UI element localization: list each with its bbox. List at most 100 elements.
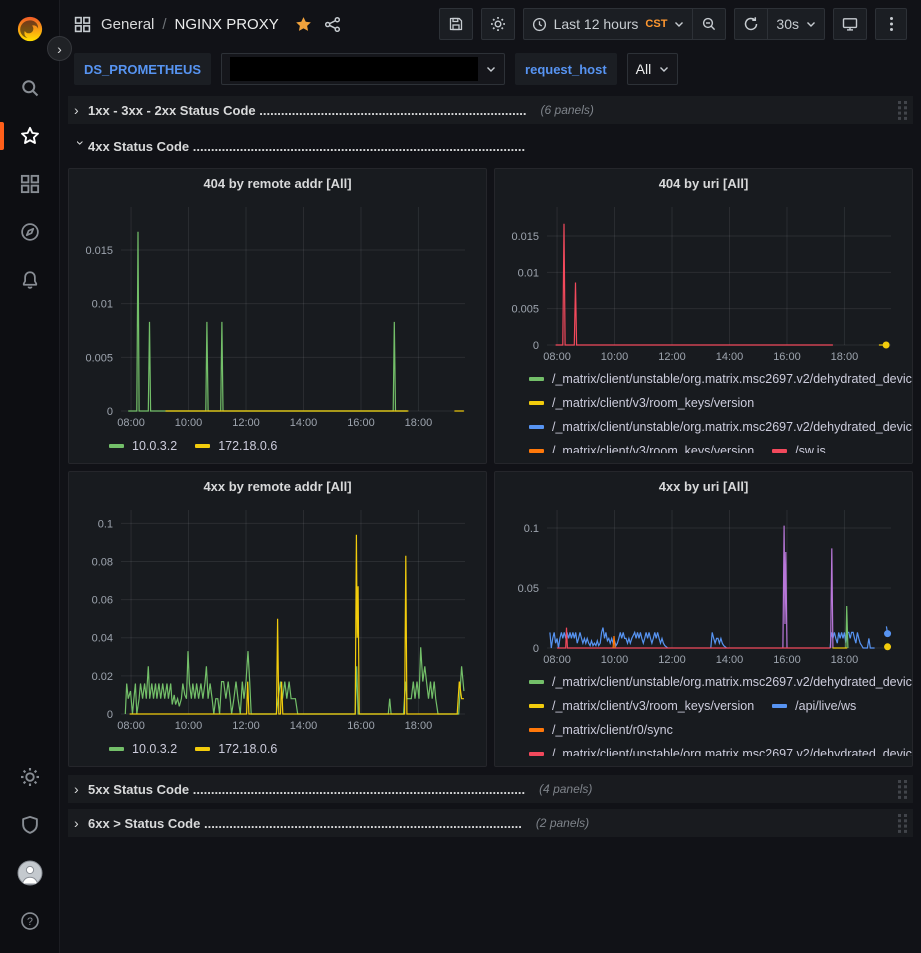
redacted-value xyxy=(230,57,478,81)
svg-text:12:00: 12:00 xyxy=(658,351,686,363)
row-5xx[interactable]: › 5xx Status Code ......................… xyxy=(68,775,913,803)
svg-text:0: 0 xyxy=(106,406,112,418)
legend-item[interactable]: /_matrix/client/unstable/org.matrix.msc2… xyxy=(529,367,912,391)
gear-icon xyxy=(490,16,506,32)
panel-title[interactable]: 404 by uri [All] xyxy=(495,169,912,197)
header-toolbar: Last 12 hours CST xyxy=(439,8,907,40)
request-host-value: All xyxy=(636,61,652,77)
legend-item[interactable]: /_matrix/client/v3/room_keys/version xyxy=(529,391,754,415)
kebab-menu-icon xyxy=(889,16,894,32)
row-panel-count: (6 panels) xyxy=(541,103,594,117)
sidebar-item-help[interactable]: ? xyxy=(0,897,60,945)
dashboard-header: General / NGINX PROXY xyxy=(60,0,921,48)
sidebar-item-server-admin[interactable] xyxy=(0,801,60,849)
breadcrumb-section[interactable]: General xyxy=(101,16,154,33)
variable-value-request-host[interactable]: All xyxy=(627,53,679,85)
svg-text:0.015: 0.015 xyxy=(85,245,113,257)
svg-text:?: ? xyxy=(27,916,33,928)
refresh-button[interactable] xyxy=(734,8,767,40)
sidebar-item-starred[interactable] xyxy=(0,112,60,160)
legend-label: /sw.js xyxy=(795,444,826,453)
legend-swatch xyxy=(195,444,210,448)
variable-label-ds-prometheus[interactable]: DS_PROMETHEUS xyxy=(74,53,211,85)
chevron-down-icon xyxy=(486,65,496,73)
row-drag-handle[interactable] xyxy=(898,101,907,120)
more-options-button[interactable] xyxy=(875,8,907,40)
legend-item[interactable]: /sw.js xyxy=(772,439,826,453)
sidebar-item-search[interactable] xyxy=(0,64,60,112)
variables-bar: DS_PROMETHEUS request_host All xyxy=(60,48,921,90)
legend-swatch xyxy=(529,704,544,708)
svg-text:0.01: 0.01 xyxy=(517,267,538,279)
legend-item[interactable]: /api/live/ws xyxy=(772,694,856,718)
sidebar-item-profile[interactable] xyxy=(0,849,60,897)
svg-text:08:00: 08:00 xyxy=(543,351,571,363)
variable-value-ds-prometheus[interactable] xyxy=(221,53,505,85)
row-1xx-3xx-2xx[interactable]: › 1xx - 3xx - 2xx Status Code ..........… xyxy=(68,96,913,124)
panel-title[interactable]: 404 by remote addr [All] xyxy=(69,169,486,197)
legend-item[interactable]: /_matrix/client/v3/room_keys/version xyxy=(529,439,754,453)
svg-text:18:00: 18:00 xyxy=(404,720,432,732)
sidebar-item-configuration[interactable] xyxy=(0,753,60,801)
variable-label-request-host[interactable]: request_host xyxy=(515,53,617,85)
sidebar-item-dashboards[interactable] xyxy=(0,160,60,208)
sidebar-item-explore[interactable] xyxy=(0,208,60,256)
legend-item[interactable]: /_matrix/client/unstable/org.matrix.msc2… xyxy=(529,742,912,756)
tv-mode-button[interactable] xyxy=(833,8,867,40)
bell-icon xyxy=(20,270,40,290)
chevron-down-icon xyxy=(659,65,669,73)
legend-item[interactable]: 172.18.0.6 xyxy=(195,737,277,761)
favorite-star-icon[interactable] xyxy=(295,16,312,33)
svg-text:14:00: 14:00 xyxy=(715,654,743,666)
dashboards-grid-icon xyxy=(20,174,40,194)
main-area: General / NGINX PROXY xyxy=(60,0,921,953)
refresh-interval-picker[interactable]: 30s xyxy=(767,8,825,40)
legend-item[interactable]: 172.18.0.6 xyxy=(195,434,277,458)
sidebar-expand-button[interactable]: › xyxy=(47,36,72,61)
legend-item[interactable]: 10.0.3.2 xyxy=(109,737,177,761)
refresh-interval-label: 30s xyxy=(776,16,799,32)
row-chevron-icon: › xyxy=(73,141,89,155)
svg-text:16:00: 16:00 xyxy=(773,351,801,363)
legend-label: 10.0.3.2 xyxy=(132,439,177,453)
dashboard-title[interactable]: NGINX PROXY xyxy=(175,16,279,33)
clock-icon xyxy=(532,17,547,32)
timezone-label: CST xyxy=(645,18,667,30)
timeseries-chart[interactable]: 08:0010:0012:0014:0016:0018:0000.0050.01… xyxy=(77,197,479,431)
legend-item[interactable]: /_matrix/client/unstable/org.matrix.msc2… xyxy=(529,670,912,694)
svg-text:16:00: 16:00 xyxy=(773,654,801,666)
row-drag-handle[interactable] xyxy=(898,780,907,799)
grafana-logo[interactable] xyxy=(13,12,47,46)
timeseries-chart[interactable]: 08:0010:0012:0014:0016:0018:0000.020.040… xyxy=(77,500,479,734)
panel-legend: 10.0.3.2 172.18.0.6 xyxy=(69,431,486,459)
legend-item[interactable]: /_matrix/client/v3/room_keys/version xyxy=(529,694,754,718)
legend-swatch xyxy=(529,425,544,429)
timeseries-chart[interactable]: 08:0010:0012:0014:0016:0018:0000.050.1 xyxy=(503,500,905,668)
row-4xx[interactable]: › 4xx Status Code ......................… xyxy=(68,132,913,160)
panel-title[interactable]: 4xx by uri [All] xyxy=(495,472,912,500)
dashboard-settings-button[interactable] xyxy=(481,8,515,40)
sidebar-item-alerting[interactable] xyxy=(0,256,60,304)
share-icon[interactable] xyxy=(324,16,341,33)
save-dashboard-button[interactable] xyxy=(439,8,473,40)
legend-label: /_matrix/client/unstable/org.matrix.msc2… xyxy=(552,372,912,386)
legend-label: /_matrix/client/v3/room_keys/version xyxy=(552,396,754,410)
legend-label: /api/live/ws xyxy=(795,699,856,713)
time-range-picker[interactable]: Last 12 hours CST xyxy=(523,8,693,40)
svg-text:0.02: 0.02 xyxy=(91,671,112,683)
svg-text:0.01: 0.01 xyxy=(91,299,112,311)
avatar xyxy=(17,860,43,886)
legend-item[interactable]: /_matrix/client/r0/sync xyxy=(529,718,673,742)
svg-text:0: 0 xyxy=(532,340,538,352)
legend-label: 10.0.3.2 xyxy=(132,742,177,756)
row-6xx[interactable]: › 6xx > Status Code ....................… xyxy=(68,809,913,837)
refresh-icon xyxy=(743,16,759,32)
legend-item[interactable]: 10.0.3.2 xyxy=(109,434,177,458)
monitor-icon xyxy=(842,16,858,32)
legend-item[interactable]: /_matrix/client/unstable/org.matrix.msc2… xyxy=(529,415,912,439)
zoom-out-time-button[interactable] xyxy=(692,8,726,40)
timeseries-chart[interactable]: 08:0010:0012:0014:0016:0018:0000.0050.01… xyxy=(503,197,905,365)
svg-text:08:00: 08:00 xyxy=(543,654,571,666)
row-drag-handle[interactable] xyxy=(898,814,907,833)
panel-title[interactable]: 4xx by remote addr [All] xyxy=(69,472,486,500)
